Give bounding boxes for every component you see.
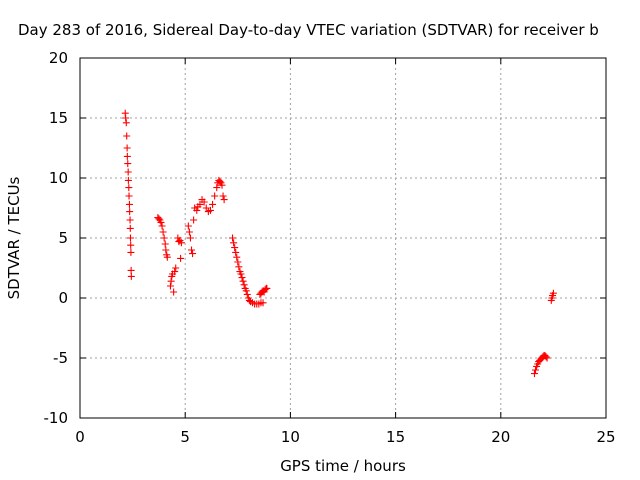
data-point [209,200,217,208]
data-point [184,222,192,230]
data-point [259,299,267,307]
data-point [162,246,170,254]
data-point [122,114,130,122]
data-point [186,234,194,242]
data-point [160,234,168,242]
y-tick-label: -5 [53,349,68,367]
data-point [124,176,132,184]
data-point [167,277,175,285]
data-point [242,287,250,295]
data-point [229,234,237,242]
x-tick-label: 20 [491,428,510,446]
grid-lines [80,58,606,418]
data-point [202,204,210,212]
data-point [127,248,135,256]
data-point [166,282,174,290]
data-point [235,263,243,271]
x-tick-label: 10 [281,428,300,446]
data-point [542,353,550,361]
data-point [234,258,242,266]
chart-title: Day 283 of 2016, Sidereal Day-to-day VTE… [18,21,599,39]
x-tick-label: 15 [386,428,405,446]
data-point [231,244,239,252]
data-point [163,253,171,261]
data-point [123,132,131,140]
data-point [126,224,134,232]
data-point [123,152,131,160]
data-point [155,215,163,223]
data-point [549,289,557,297]
data-point [188,246,196,254]
x-tick-label: 0 [75,428,85,446]
axis-ticks: 0 5 10 15 20 25 -10 -5 0 5 10 15 20 [44,49,616,446]
data-point [263,284,271,292]
data-point [261,286,269,294]
data-point [127,266,135,274]
data-point [190,216,198,224]
y-tick-label: 20 [49,49,68,67]
data-point [125,200,133,208]
data-point [211,192,219,200]
data-point [239,277,247,285]
y-tick-label: 10 [49,169,68,187]
data-point [126,234,134,242]
data-point [193,206,201,214]
data-point [172,264,180,272]
data-point [240,281,248,289]
y-tick-label: -10 [44,409,69,427]
data-point [218,181,226,189]
data-point [157,218,165,226]
data-point [219,192,227,200]
data-point [532,366,540,374]
data-point [232,248,240,256]
x-axis-label: GPS time / hours [280,457,406,475]
data-point [125,184,133,192]
data-point [189,250,197,258]
data-point [543,354,551,362]
data-point [126,208,134,216]
data-point [171,268,179,276]
data-point [123,144,131,152]
data-point [233,253,241,261]
data-point [161,240,169,248]
data-point [159,228,167,236]
data-point [122,119,130,127]
data-point [206,206,214,214]
data-point [238,274,246,282]
data-points [121,109,557,378]
data-point [158,222,166,230]
data-point [237,270,245,278]
data-point [126,216,134,224]
data-point [127,272,135,280]
x-tick-label: 25 [596,428,615,446]
data-point [177,254,185,262]
data-point [125,192,133,200]
data-point [230,239,238,247]
plot-frame [79,57,607,419]
y-tick-label: 5 [58,229,68,247]
data-point [124,160,132,168]
data-point [124,168,132,176]
data-point [177,239,185,247]
x-tick-label: 5 [180,428,190,446]
y-tick-label: 15 [49,109,68,127]
data-point [200,198,208,206]
y-axis-label: SDTVAR / TECUs [5,176,23,299]
data-point [127,241,135,249]
data-point [216,178,224,186]
y-tick-label: 0 [58,289,68,307]
data-point [185,228,193,236]
data-point [213,184,221,192]
data-point [170,288,178,296]
data-point [243,290,251,298]
data-point [220,196,228,204]
data-point [530,370,538,378]
data-point [196,200,204,208]
